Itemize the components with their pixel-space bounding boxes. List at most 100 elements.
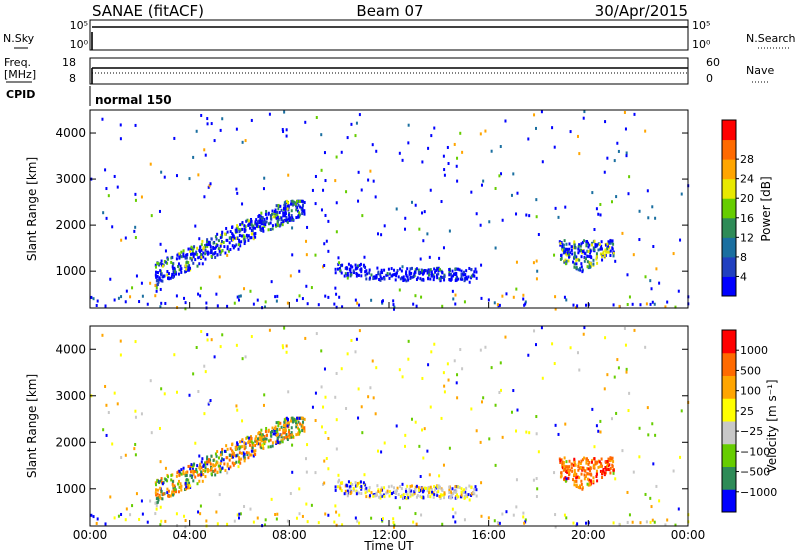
echo-point — [120, 238, 123, 242]
echo-point — [235, 230, 238, 234]
echo-point — [586, 472, 589, 476]
echo-point — [160, 272, 163, 276]
echo-point — [561, 245, 564, 249]
echo-point — [568, 255, 571, 259]
echo-point — [281, 128, 284, 132]
echo-point — [279, 204, 282, 208]
echo-point — [579, 266, 582, 270]
echo-point — [223, 449, 226, 453]
echo-point — [525, 430, 528, 434]
echo-point — [249, 453, 252, 457]
echo-point — [243, 504, 246, 508]
echo-point — [298, 416, 301, 420]
echo-point — [340, 271, 343, 275]
echo-point — [160, 301, 163, 305]
echo-point — [403, 496, 406, 500]
echo-point — [421, 272, 424, 276]
echo-point — [433, 342, 436, 346]
echo-point — [166, 273, 169, 277]
colorbar-tick-label: 25 — [740, 405, 754, 418]
echo-point — [583, 477, 586, 481]
echo-point — [279, 440, 282, 444]
echo-point — [564, 479, 567, 483]
echo-point — [322, 482, 325, 486]
echo-point — [236, 441, 239, 445]
echo-point — [468, 266, 471, 270]
echo-point — [220, 457, 223, 461]
echo-point — [290, 209, 293, 213]
echo-point — [189, 484, 192, 488]
echo-point — [365, 277, 368, 281]
echo-point — [591, 191, 594, 195]
echo-point — [236, 408, 239, 412]
echo-point — [413, 491, 416, 495]
echo-point — [231, 225, 234, 229]
echo-point — [452, 274, 455, 278]
echo-point — [291, 199, 294, 203]
echo-point — [124, 236, 127, 240]
echo-point — [201, 239, 204, 243]
echo-point — [223, 232, 226, 236]
echo-point — [370, 298, 373, 302]
echo-point — [579, 244, 582, 248]
echo-point — [295, 216, 298, 220]
echo-point — [356, 272, 359, 276]
echo-point — [258, 219, 261, 223]
echo-point — [425, 486, 428, 490]
echo-point — [182, 469, 185, 473]
echo-point — [260, 434, 263, 438]
echo-point — [254, 220, 257, 224]
echo-point — [170, 492, 173, 496]
echo-point — [427, 269, 430, 273]
echo-point — [437, 269, 440, 273]
echo-point — [600, 464, 603, 468]
echo-point — [301, 297, 304, 301]
echo-point — [617, 149, 620, 153]
echo-point — [243, 444, 246, 448]
echo-point — [276, 210, 279, 214]
echo-point — [336, 485, 339, 489]
echo-point — [362, 481, 365, 485]
echo-point — [156, 261, 159, 265]
echo-point — [621, 449, 624, 453]
echo-point — [625, 151, 628, 155]
echo-point — [210, 466, 213, 470]
echo-point — [448, 490, 451, 494]
echo-point — [494, 403, 497, 407]
echo-point — [282, 211, 285, 215]
echo-point — [155, 504, 158, 508]
freq-tick-right-bottom: 0 — [706, 72, 713, 85]
echo-point — [154, 512, 157, 516]
echo-point — [482, 396, 485, 400]
echo-point — [250, 335, 253, 339]
echo-point — [182, 472, 185, 476]
echo-point — [252, 232, 255, 236]
echo-point — [558, 240, 561, 244]
echo-point — [201, 262, 204, 266]
echo-point — [346, 352, 349, 356]
echo-point — [323, 242, 326, 246]
echo-point — [574, 246, 577, 250]
echo-point — [487, 516, 490, 520]
echo-point — [206, 244, 209, 248]
echo-point — [606, 464, 609, 468]
echo-point — [586, 241, 589, 245]
colorbar-swatch — [722, 276, 736, 297]
echo-point — [119, 339, 122, 343]
echo-point — [247, 219, 250, 223]
echo-point — [448, 273, 451, 277]
echo-point — [249, 440, 252, 444]
echo-point — [535, 277, 538, 281]
echo-point — [337, 262, 340, 266]
echo-point — [154, 263, 157, 267]
time-axis-label: Time UT — [363, 539, 414, 553]
echo-point — [276, 433, 279, 437]
echo-point — [101, 117, 104, 121]
nsky-tick-left-top: 10⁵ — [70, 19, 88, 32]
echo-point — [265, 216, 268, 220]
echo-point — [440, 200, 443, 204]
echo-point — [200, 248, 203, 252]
echo-point — [377, 232, 380, 236]
echo-point — [416, 276, 419, 280]
echo-point — [381, 517, 384, 521]
